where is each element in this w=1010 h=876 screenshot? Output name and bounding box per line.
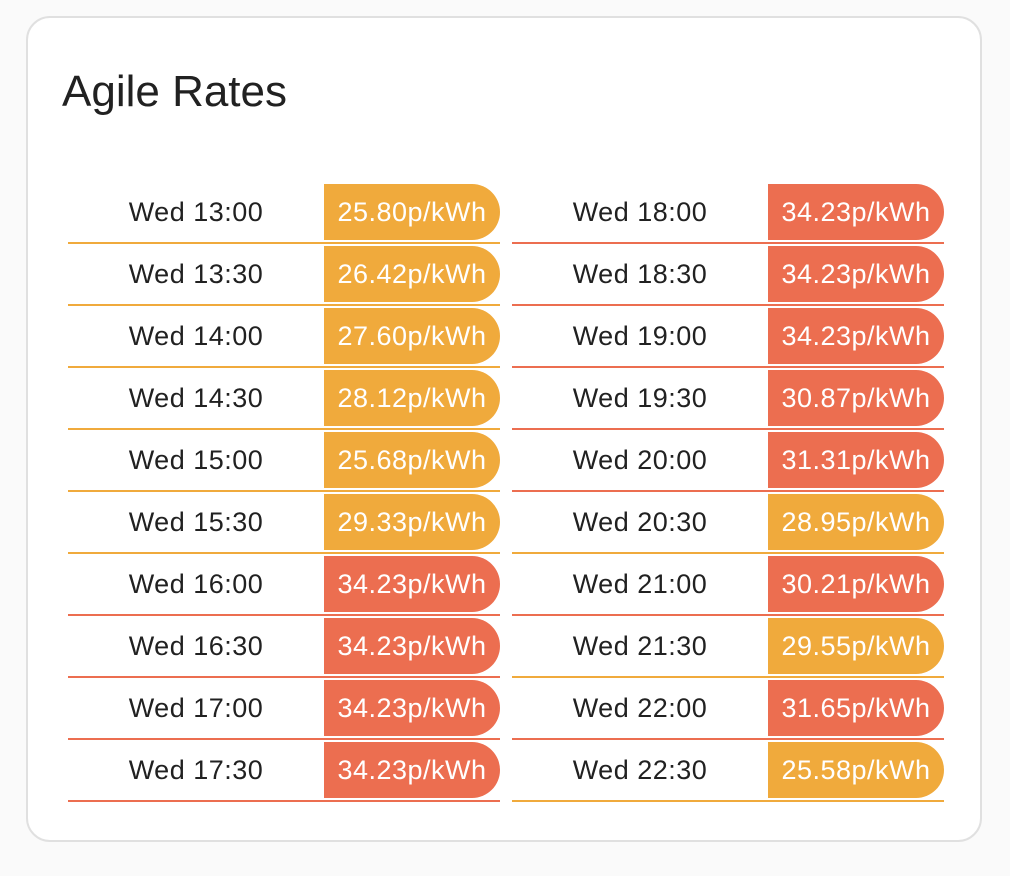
rate-time: Wed 21:00 <box>572 569 708 599</box>
row-divider <box>512 428 944 430</box>
rate-time: Wed 20:00 <box>572 445 708 475</box>
row-divider <box>512 738 944 740</box>
rate-time: Wed 18:30 <box>572 259 708 289</box>
card-title: Agile Rates <box>62 67 288 116</box>
rate-price-badge: 34.23p/kWh <box>324 556 500 612</box>
rate-time: Wed 22:30 <box>572 755 708 785</box>
rate-row: Wed 17:30 34.23p/kWh <box>68 740 500 802</box>
row-divider <box>512 614 944 616</box>
row-divider <box>512 800 944 802</box>
rate-row: Wed 20:00 31.31p/kWh <box>512 430 944 492</box>
rate-time: Wed 14:00 <box>128 321 264 351</box>
rate-row: Wed 14:00 27.60p/kWh <box>68 306 500 368</box>
rate-row: Wed 22:30 25.58p/kWh <box>512 740 944 802</box>
row-divider <box>68 552 500 554</box>
rate-row: Wed 13:30 26.42p/kWh <box>68 244 500 306</box>
rate-price-badge: 28.95p/kWh <box>768 494 944 550</box>
rate-time: Wed 22:00 <box>572 693 708 723</box>
rate-time: Wed 17:00 <box>128 693 264 723</box>
rate-row: Wed 19:30 30.87p/kWh <box>512 368 944 430</box>
row-divider <box>512 676 944 678</box>
row-divider <box>68 676 500 678</box>
rates-column-right: Wed 18:00 34.23p/kWh Wed 18:30 34.23p/kWh We… <box>512 182 944 802</box>
rate-row: Wed 14:30 28.12p/kWh <box>68 368 500 430</box>
rate-row: Wed 13:00 25.80p/kWh <box>68 182 500 244</box>
rate-price-badge: 34.23p/kWh <box>324 742 500 798</box>
rate-time: Wed 17:30 <box>128 755 264 785</box>
rate-price-badge: 28.12p/kWh <box>324 370 500 426</box>
row-divider <box>512 366 944 368</box>
rate-price-badge: 30.21p/kWh <box>768 556 944 612</box>
rate-price-badge: 25.58p/kWh <box>768 742 944 798</box>
rate-time: Wed 14:30 <box>128 383 264 413</box>
rate-price-badge: 34.23p/kWh <box>768 308 944 364</box>
rate-row: Wed 15:30 29.33p/kWh <box>68 492 500 554</box>
rate-time: Wed 21:30 <box>572 631 708 661</box>
rate-time: Wed 13:00 <box>128 197 264 227</box>
row-divider <box>68 242 500 244</box>
rates-column-left: Wed 13:00 25.80p/kWh Wed 13:30 26.42p/kWh We… <box>68 182 500 802</box>
rate-row: Wed 22:00 31.65p/kWh <box>512 678 944 740</box>
rate-time: Wed 20:30 <box>572 507 708 537</box>
row-divider <box>68 800 500 802</box>
row-divider <box>68 614 500 616</box>
rate-time: Wed 16:00 <box>128 569 264 599</box>
rate-row: Wed 21:00 30.21p/kWh <box>512 554 944 616</box>
rate-row: Wed 18:30 34.23p/kWh <box>512 244 944 306</box>
rate-price-badge: 31.31p/kWh <box>768 432 944 488</box>
rate-price-badge: 25.68p/kWh <box>324 432 500 488</box>
rate-time: Wed 15:30 <box>128 507 264 537</box>
rate-row: Wed 16:30 34.23p/kWh <box>68 616 500 678</box>
rate-row: Wed 21:30 29.55p/kWh <box>512 616 944 678</box>
rate-time: Wed 19:00 <box>572 321 708 351</box>
rate-time: Wed 15:00 <box>128 445 264 475</box>
rate-price-badge: 29.55p/kWh <box>768 618 944 674</box>
row-divider <box>512 242 944 244</box>
rate-row: Wed 19:00 34.23p/kWh <box>512 306 944 368</box>
row-divider <box>512 304 944 306</box>
rate-price-badge: 34.23p/kWh <box>324 618 500 674</box>
rate-price-badge: 34.23p/kWh <box>768 246 944 302</box>
rate-price-badge: 27.60p/kWh <box>324 308 500 364</box>
row-divider <box>68 366 500 368</box>
rate-price-badge: 29.33p/kWh <box>324 494 500 550</box>
rate-time: Wed 16:30 <box>128 631 264 661</box>
rate-row: Wed 17:00 34.23p/kWh <box>68 678 500 740</box>
rate-row: Wed 15:00 25.68p/kWh <box>68 430 500 492</box>
row-divider <box>68 738 500 740</box>
agile-rates-card: Agile Rates Wed 13:00 25.80p/kWh Wed 13:30… <box>26 16 982 842</box>
row-divider <box>512 490 944 492</box>
rate-price-badge: 34.23p/kWh <box>324 680 500 736</box>
row-divider <box>68 490 500 492</box>
rate-row: Wed 18:00 34.23p/kWh <box>512 182 944 244</box>
row-divider <box>68 304 500 306</box>
row-divider <box>512 552 944 554</box>
row-divider <box>68 428 500 430</box>
rate-price-badge: 34.23p/kWh <box>768 184 944 240</box>
rate-price-badge: 26.42p/kWh <box>324 246 500 302</box>
rate-price-badge: 30.87p/kWh <box>768 370 944 426</box>
rate-time: Wed 19:30 <box>572 383 708 413</box>
rate-price-badge: 31.65p/kWh <box>768 680 944 736</box>
rate-row: Wed 20:30 28.95p/kWh <box>512 492 944 554</box>
rate-row: Wed 16:00 34.23p/kWh <box>68 554 500 616</box>
rate-time: Wed 13:30 <box>128 259 264 289</box>
rate-price-badge: 25.80p/kWh <box>324 184 500 240</box>
rate-time: Wed 18:00 <box>572 197 708 227</box>
